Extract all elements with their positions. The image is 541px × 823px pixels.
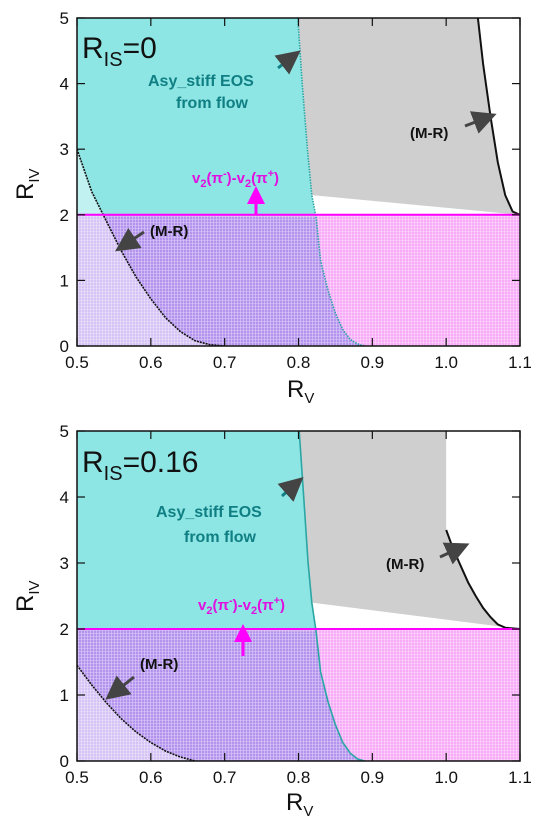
x-tick-label: 0.5 bbox=[65, 768, 89, 787]
asy-arrow-top bbox=[274, 50, 301, 75]
mr-low-curve-top bbox=[77, 148, 225, 346]
y-axis-title-bottom: RIV bbox=[12, 580, 43, 612]
panel-label-top: RIS=0 bbox=[82, 32, 157, 71]
asy-stiff-boundary-top bbox=[297, 18, 366, 346]
x-tick-label: 0.9 bbox=[361, 353, 385, 372]
asy-label-line2-top: from flow bbox=[176, 95, 249, 112]
mr-label-lower-top: (M-R) bbox=[150, 223, 188, 240]
x-tick-label: 0.9 bbox=[361, 768, 385, 787]
mr-arrow-upper-top bbox=[464, 111, 497, 134]
x-tick-label: 0.7 bbox=[213, 768, 237, 787]
x-tick-label: 0.8 bbox=[287, 768, 311, 787]
region-gray-top bbox=[297, 18, 520, 215]
x-tick-label: 0.6 bbox=[139, 353, 163, 372]
asy-label-line1-top: Asy_stiff EOS bbox=[148, 73, 254, 90]
panel-label-bottom: RIS=0.16 bbox=[82, 446, 199, 485]
asy-label-line2-bottom: from flow bbox=[184, 529, 257, 546]
x-tick-label: 1.1 bbox=[508, 353, 532, 372]
ticks-bottom: 0.5 0.6 0.7 0.8 0.9 1.0 1.1 0 1 2 3 4 5 bbox=[60, 422, 532, 787]
mr-arrow-upper-bottom bbox=[439, 542, 470, 565]
y-tick-label: 4 bbox=[60, 75, 69, 94]
mr-label-lower-bottom: (M-R) bbox=[140, 656, 178, 673]
plot-area-top bbox=[77, 18, 520, 346]
v2-label-bottom: v2(π-)-v2(π+) bbox=[198, 595, 285, 617]
x-tick-label: 1.1 bbox=[508, 768, 532, 787]
y-tick-label: 3 bbox=[60, 140, 69, 159]
y-tick-label: 5 bbox=[60, 422, 69, 441]
mr-label-upper-top: (M-R) bbox=[410, 125, 448, 142]
mr-arrow-lower-bottom bbox=[105, 675, 135, 700]
y-tick-label: 2 bbox=[60, 206, 69, 225]
panel-top: 0.5 0.6 0.7 0.8 0.9 1.0 1.1 0 1 2 3 4 5 RIS=0 Asy_st… bbox=[12, 9, 532, 407]
asy-stiff-boundary-bottom bbox=[298, 431, 366, 761]
x-tick-label: 0.8 bbox=[287, 353, 311, 372]
ticks-top: 0.5 0.6 0.7 0.8 0.9 1.0 1.1 0 1 2 3 4 5 bbox=[60, 9, 532, 372]
x-tick-label: 0.6 bbox=[139, 768, 163, 787]
y-tick-label: 3 bbox=[60, 554, 69, 573]
y-tick-label: 2 bbox=[60, 620, 69, 639]
panel-bottom: 0.5 0.6 0.7 0.8 0.9 1.0 1.1 0 1 2 3 4 5 RIS=0.16 Asy… bbox=[12, 422, 532, 820]
y-tick-label: 1 bbox=[60, 271, 69, 290]
x-tick-label: 1.0 bbox=[434, 768, 458, 787]
y-tick-label: 0 bbox=[60, 337, 69, 356]
y-tick-label: 1 bbox=[60, 686, 69, 705]
mr-arrow-lower-top bbox=[115, 228, 145, 252]
mr-low-curve-bottom bbox=[77, 664, 196, 761]
hatch-bottom bbox=[77, 629, 520, 761]
x-tick-label: 0.5 bbox=[65, 353, 89, 372]
plot-area-bottom bbox=[77, 431, 520, 761]
y-tick-label: 0 bbox=[60, 752, 69, 771]
x-axis-title-bottom: RV bbox=[286, 789, 313, 820]
x-axis-title-top: RV bbox=[287, 376, 314, 407]
mr-high-curve-top bbox=[476, 18, 520, 216]
region-gray-bottom bbox=[299, 431, 520, 629]
asy-arrow-bottom bbox=[277, 477, 304, 502]
y-tick-label: 5 bbox=[60, 9, 69, 28]
v2-label-top: v2(π-)-v2(π+) bbox=[192, 168, 279, 190]
hatch-top bbox=[77, 214, 520, 346]
asy-label-line1-bottom: Asy_stiff EOS bbox=[156, 504, 262, 521]
y-tick-label: 4 bbox=[60, 488, 69, 507]
x-tick-label: 0.7 bbox=[213, 353, 237, 372]
x-tick-label: 1.0 bbox=[434, 353, 458, 372]
y-axis-title-top: RIV bbox=[12, 168, 43, 200]
mr-label-upper-bottom: (M-R) bbox=[386, 556, 424, 573]
